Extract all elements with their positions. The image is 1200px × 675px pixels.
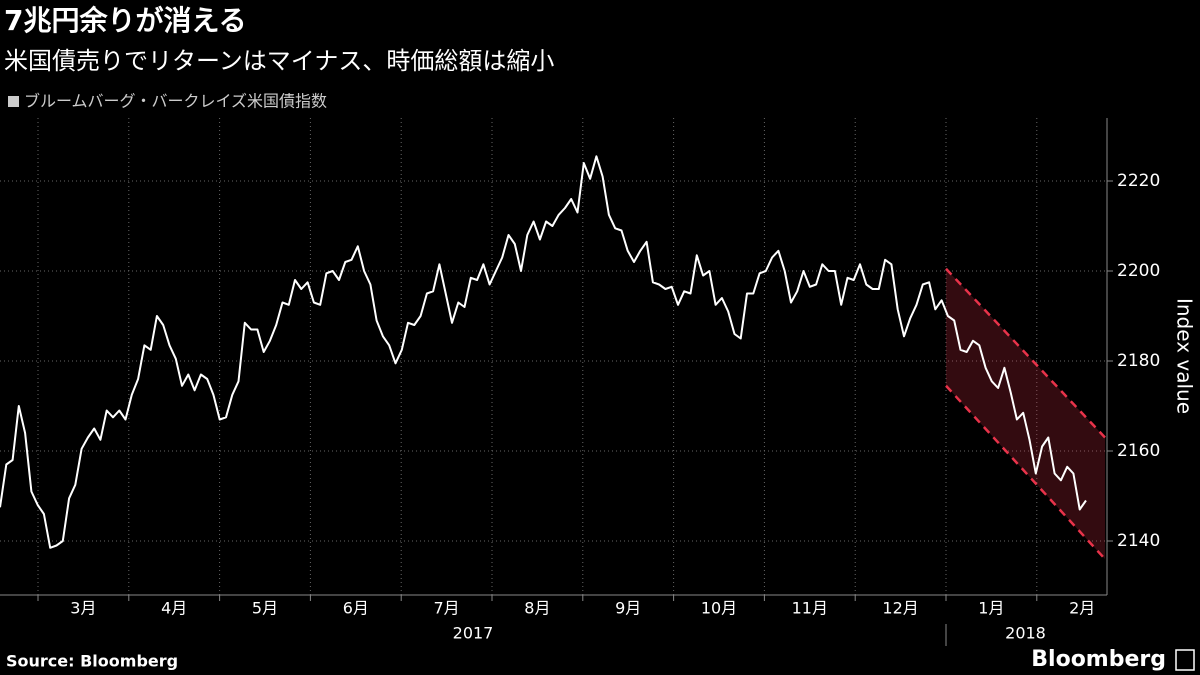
brand: Bloomberg	[1031, 647, 1166, 672]
y-tick-label: 2200	[1117, 261, 1160, 281]
y-tick-label: 2140	[1117, 531, 1160, 551]
x-tick-label: 1月	[978, 599, 1004, 618]
x-tick-label: 6月	[343, 599, 369, 618]
chart-subtitle: 米国債売りでリターンはマイナス、時価総額は縮小	[4, 47, 554, 75]
y-axis-label: Index value	[1173, 298, 1197, 414]
x-tick-label: 3月	[70, 599, 96, 618]
x-tick-label: 2月	[1069, 599, 1095, 618]
y-tick-label: 2160	[1117, 441, 1160, 461]
chart-title: 7兆円余りが消える	[4, 4, 247, 37]
y-tick-label: 2180	[1117, 351, 1160, 371]
channel-area	[946, 268, 1105, 559]
x-tick-label: 4月	[161, 599, 187, 618]
line	[0, 155, 1087, 549]
source: Source: Bloomberg	[6, 652, 178, 671]
channel-line	[945, 267, 1106, 439]
legend-swatch	[8, 96, 19, 107]
x-tick-label: 12月	[882, 599, 918, 618]
channel-line	[945, 384, 1106, 560]
x-tick-label: 7月	[434, 599, 460, 618]
y-tick-label: 2220	[1117, 171, 1160, 191]
x-tick-label: 8月	[524, 599, 550, 618]
year-label: 2018	[1005, 624, 1046, 643]
x-tick-label: 10月	[701, 599, 737, 618]
year-label: 2017	[453, 624, 494, 643]
legend-label: ブルームバーグ・バークレイズ米国債指数	[24, 92, 327, 111]
brand-icon	[1175, 649, 1195, 671]
x-tick-label: 5月	[252, 599, 278, 618]
x-tick-label: 9月	[615, 599, 641, 618]
x-tick-label: 11月	[792, 599, 828, 618]
